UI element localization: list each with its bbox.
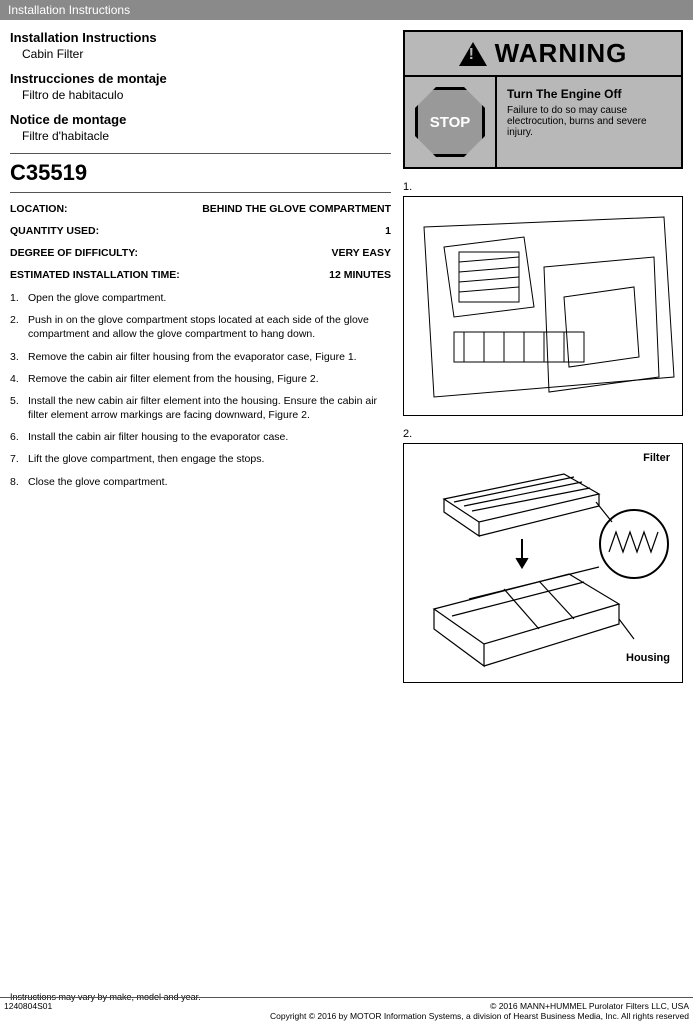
title-french: Notice de montage Filtre d'habitacle <box>10 112 391 143</box>
step-number: 4. <box>10 372 28 386</box>
step-item: 6.Install the cabin air filter housing t… <box>10 430 391 444</box>
figure-1-illustration <box>404 197 684 417</box>
step-text: Open the glove compartment. <box>28 291 391 305</box>
title-sub-fr: Filtre d'habitacle <box>10 129 391 143</box>
spec-difficulty: DEGREE OF DIFFICULTY: VERY EASY <box>10 247 391 259</box>
title-sub-es: Filtro de habitaculo <box>10 88 391 102</box>
stop-sign-cell: STOP <box>405 77 497 167</box>
step-item: 1.Open the glove compartment. <box>10 291 391 305</box>
figure-2-filter-label: Filter <box>643 452 670 464</box>
step-number: 1. <box>10 291 28 305</box>
title-english: Installation Instructions Cabin Filter <box>10 30 391 61</box>
warning-box: WARNING STOP Turn The Engine Off Failure… <box>403 30 683 169</box>
spec-location-value: BEHIND THE GLOVE COMPARTMENT <box>202 203 391 215</box>
step-item: 2.Push in on the glove compartment stops… <box>10 313 391 341</box>
figure-2-box: Filter Housing <box>403 443 683 683</box>
step-item: 3.Remove the cabin air filter housing fr… <box>10 350 391 364</box>
steps-list: 1.Open the glove compartment.2.Push in o… <box>10 291 391 489</box>
header-title: Installation Instructions <box>8 3 130 17</box>
left-column: Installation Instructions Cabin Filter I… <box>10 30 391 683</box>
spec-difficulty-value: VERY EASY <box>331 247 391 259</box>
figure-2-housing-label: Housing <box>626 652 670 664</box>
warning-text-cell: Turn The Engine Off Failure to do so may… <box>497 77 681 167</box>
step-number: 6. <box>10 430 28 444</box>
header-bar: Installation Instructions <box>0 0 693 20</box>
figure-2-number: 2. <box>403 428 683 440</box>
step-item: 8.Close the glove compartment. <box>10 475 391 489</box>
warning-title: Turn The Engine Off <box>507 87 671 101</box>
footer-doc-id: 1240804S01 <box>4 1001 52 1021</box>
figure-2-illustration <box>404 444 684 684</box>
warning-header: WARNING <box>405 32 681 77</box>
step-text: Install the new cabin air filter element… <box>28 394 391 422</box>
stop-text: STOP <box>430 114 471 131</box>
part-number: C35519 <box>10 160 87 185</box>
warning-triangle-icon <box>459 42 487 66</box>
step-item: 4.Remove the cabin air filter element fr… <box>10 372 391 386</box>
step-text: Push in on the glove compartment stops l… <box>28 313 391 341</box>
footer-copyright-2: Copyright © 2016 by MOTOR Information Sy… <box>270 1011 689 1021</box>
spec-time-label: ESTIMATED INSTALLATION TIME: <box>10 269 180 281</box>
step-text: Remove the cabin air filter housing from… <box>28 350 391 364</box>
step-item: 7.Lift the glove compartment, then engag… <box>10 452 391 466</box>
footer: 1240804S01 © 2016 MANN+HUMMEL Purolator … <box>0 997 693 1024</box>
step-number: 5. <box>10 394 28 422</box>
step-text: Lift the glove compartment, then engage … <box>28 452 391 466</box>
step-number: 8. <box>10 475 28 489</box>
step-number: 7. <box>10 452 28 466</box>
title-spanish: Instrucciones de montaje Filtro de habit… <box>10 71 391 102</box>
step-text: Remove the cabin air filter element from… <box>28 372 391 386</box>
step-number: 3. <box>10 350 28 364</box>
spec-location: LOCATION: BEHIND THE GLOVE COMPARTMENT <box>10 203 391 215</box>
title-main-en: Installation Instructions <box>10 30 391 45</box>
spec-time-value: 12 MINUTES <box>329 269 391 281</box>
step-number: 2. <box>10 313 28 341</box>
spec-quantity-label: QUANTITY USED: <box>10 225 99 237</box>
warning-word: WARNING <box>495 38 628 69</box>
step-text: Close the glove compartment. <box>28 475 391 489</box>
figure-1-box <box>403 196 683 416</box>
spec-quantity: QUANTITY USED: 1 <box>10 225 391 237</box>
part-number-row: C35519 <box>10 153 391 193</box>
stop-sign-icon: STOP <box>415 87 485 157</box>
title-sub-en: Cabin Filter <box>10 47 391 61</box>
step-item: 5.Install the new cabin air filter eleme… <box>10 394 391 422</box>
figure-2: 2. Filter Housing <box>403 428 683 683</box>
title-main-es: Instrucciones de montaje <box>10 71 391 86</box>
warning-body: STOP Turn The Engine Off Failure to do s… <box>405 77 681 167</box>
step-text: Install the cabin air filter housing to … <box>28 430 391 444</box>
figure-1-number: 1. <box>403 181 683 193</box>
footer-copyright-1: © 2016 MANN+HUMMEL Purolator Filters LLC… <box>490 1001 689 1011</box>
right-column: WARNING STOP Turn The Engine Off Failure… <box>403 30 683 683</box>
warning-text: Failure to do so may cause electrocution… <box>507 105 671 138</box>
content-area: Installation Instructions Cabin Filter I… <box>0 20 693 683</box>
spec-difficulty-label: DEGREE OF DIFFICULTY: <box>10 247 138 259</box>
figure-1: 1. <box>403 181 683 416</box>
spec-time: ESTIMATED INSTALLATION TIME: 12 MINUTES <box>10 269 391 281</box>
footer-right: © 2016 MANN+HUMMEL Purolator Filters LLC… <box>270 1001 689 1021</box>
spec-quantity-value: 1 <box>385 225 391 237</box>
title-main-fr: Notice de montage <box>10 112 391 127</box>
spec-location-label: LOCATION: <box>10 203 68 215</box>
